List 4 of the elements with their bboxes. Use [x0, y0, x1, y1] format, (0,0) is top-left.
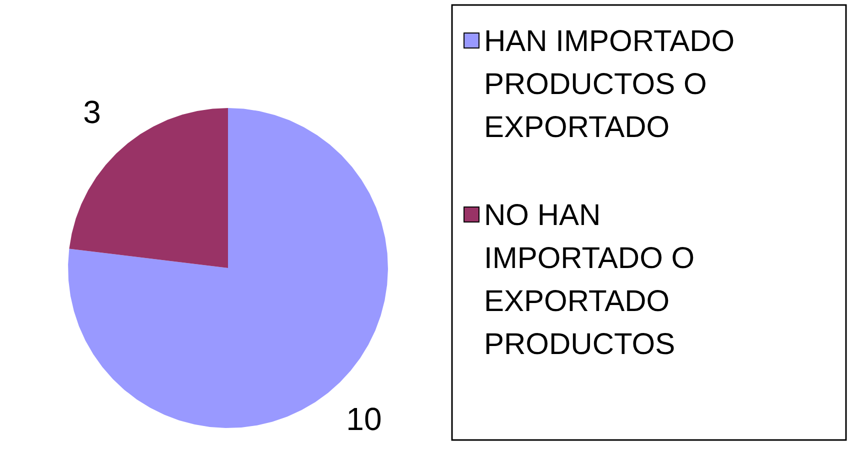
data-label: 3: [83, 94, 101, 130]
legend-label: NO HAN IMPORTADO O EXPORTADO PRODUCTOS: [484, 198, 695, 361]
legend-label: HAN IMPORTADO PRODUCTOS O EXPORTADO: [484, 24, 735, 144]
data-label: 10: [346, 400, 382, 437]
